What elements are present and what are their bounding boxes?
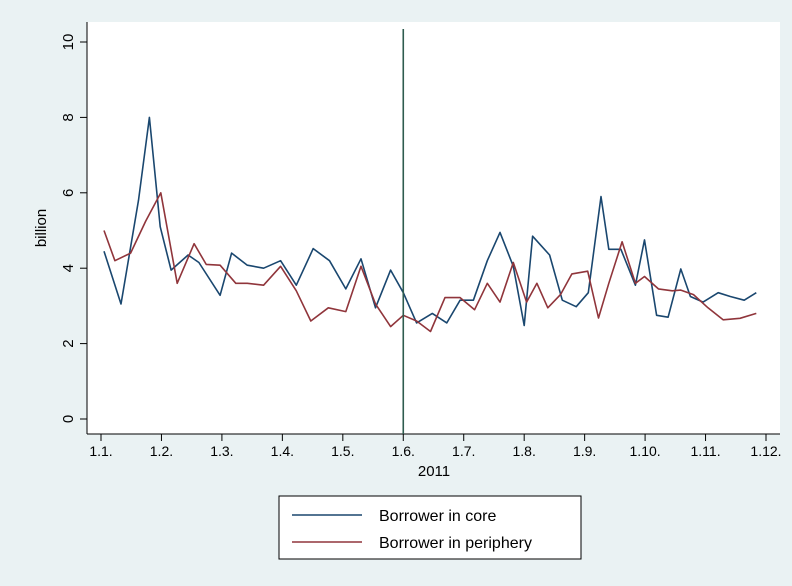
x-tick-label: 1.5.: [331, 443, 354, 459]
x-tick-label: 1.6.: [392, 443, 415, 459]
legend-label-periphery: Borrower in periphery: [379, 535, 532, 552]
x-tick-label: 1.10.: [630, 443, 661, 459]
x-tick-label: 1.2.: [150, 443, 173, 459]
legend-label-core: Borrower in core: [379, 508, 496, 525]
y-tick-label: 2: [60, 339, 77, 347]
x-tick-label: 1.9.: [573, 443, 596, 459]
y-axis-title: billion: [33, 209, 50, 247]
legend: Borrower in core Borrower in periphery: [278, 495, 582, 560]
plot-area: [87, 22, 780, 434]
x-tick-label: 1.12.: [750, 443, 781, 459]
y-tick-label: 6: [60, 189, 77, 197]
x-tick-label: 1.7.: [452, 443, 475, 459]
x-tick-label: 1.4.: [271, 443, 294, 459]
x-tick-label: 1.3.: [210, 443, 233, 459]
x-tick-label: 1.8.: [513, 443, 536, 459]
y-tick-label: 4: [60, 264, 77, 272]
legend-box: [278, 495, 582, 560]
series-layer: [103, 116, 757, 333]
y-tick-label: 10: [60, 34, 77, 51]
x-axis: 1.1. 1.2. 1.3. 1.4. 1.5. 1.6. 1.7. 1.8. 1.9. 1.10…: [87, 433, 782, 459]
series-line-0: [103, 116, 757, 327]
y-tick-label: 0: [60, 415, 77, 423]
x-tick-label: 1.1.: [89, 443, 112, 459]
x-axis-title: 2011: [418, 463, 450, 480]
x-tick-label: 1.11.: [690, 443, 720, 459]
y-axis: 0 2 4 6 8 10: [60, 22, 88, 434]
y-tick-label: 8: [60, 113, 77, 121]
series-line-1: [103, 192, 757, 333]
